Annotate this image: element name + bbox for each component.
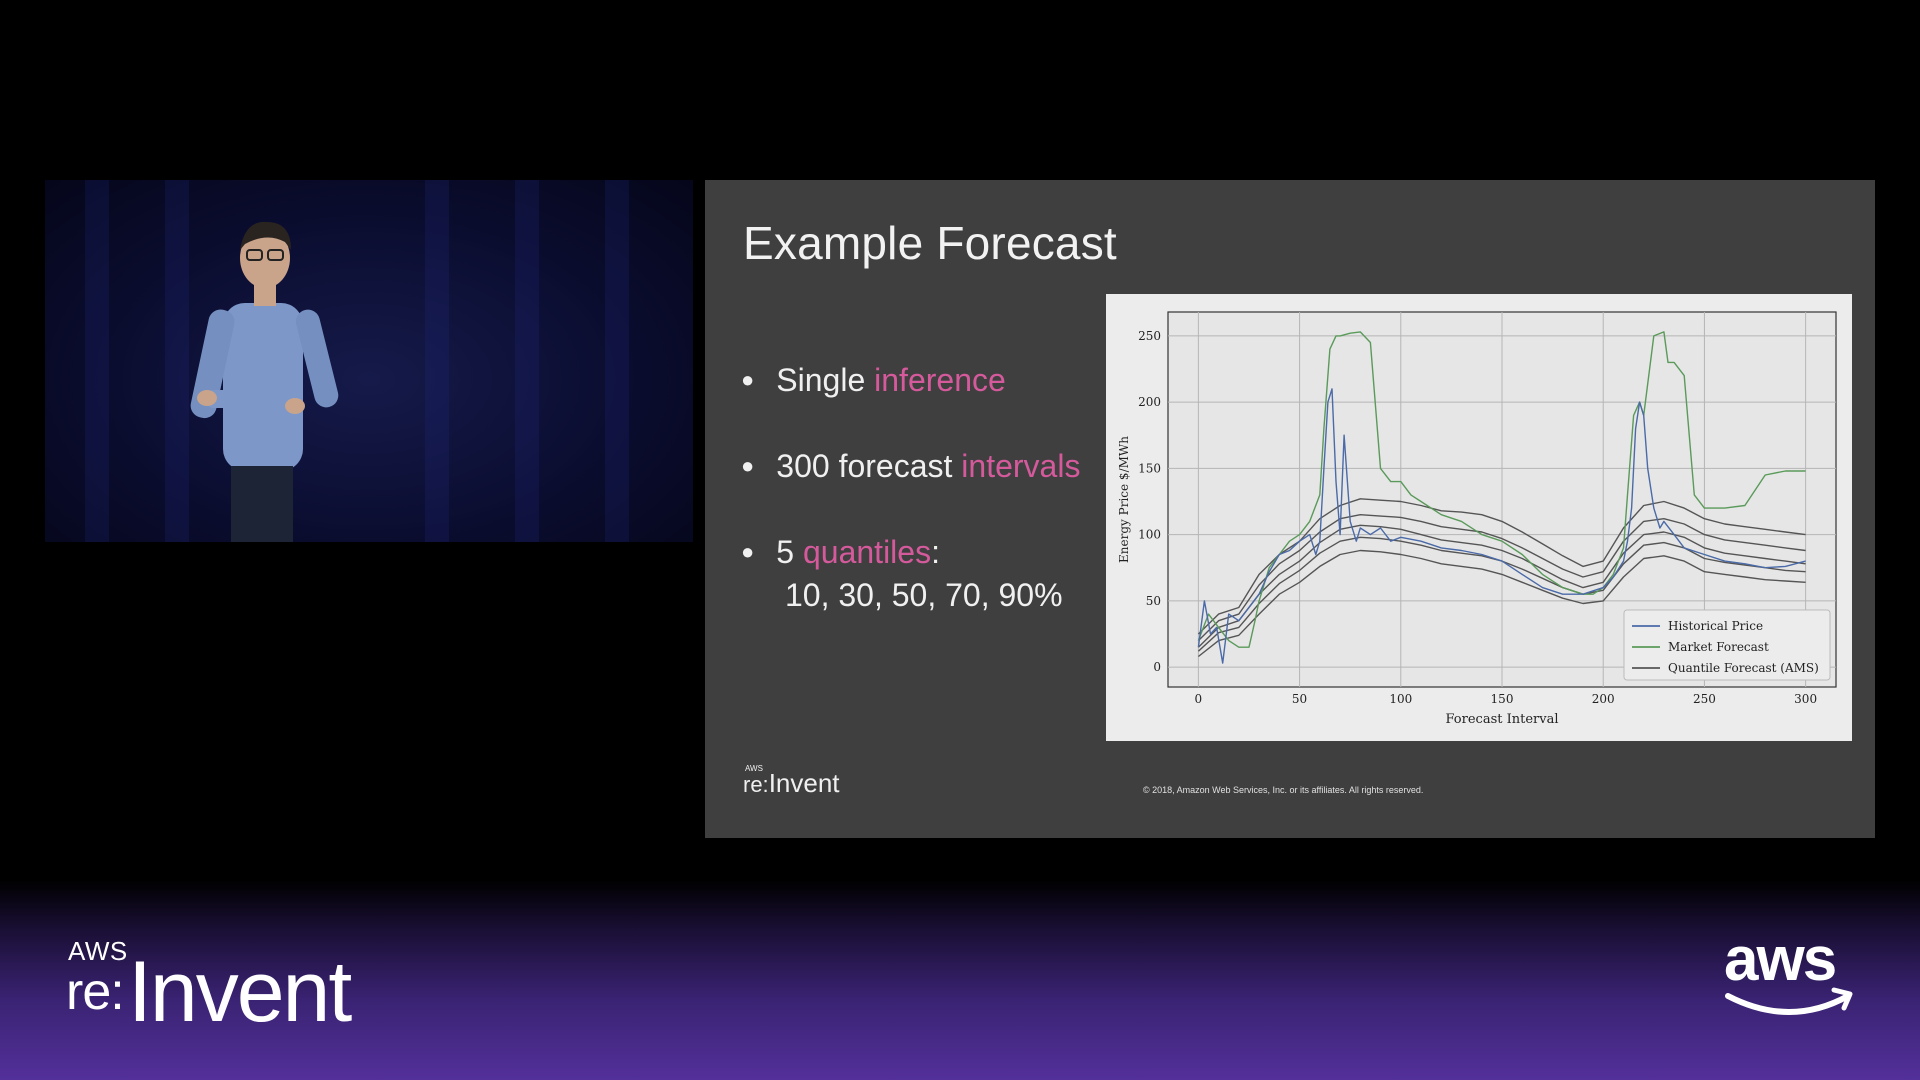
series-line-quantile-70 xyxy=(1197,513,1806,642)
aws-logo-text: aws xyxy=(1724,925,1837,994)
x-tick-label: 150 xyxy=(1491,692,1514,706)
slide-reinvent-logo: AWS re:Invent xyxy=(743,764,840,799)
bullet-dot: ● xyxy=(741,453,755,478)
x-tick-label: 100 xyxy=(1389,692,1412,706)
slide-title: Example Forecast xyxy=(743,217,1117,269)
chart-svg: 0 50 100 150 200 250 300 0 50 100 150 200 250 Foreca… xyxy=(1117,311,1837,727)
x-tick-label: 300 xyxy=(1794,692,1817,706)
series-line-quantile-50 xyxy=(1197,524,1806,648)
bullet-text: 300 forecast xyxy=(776,448,962,484)
speaker-video-panel xyxy=(45,180,693,542)
legend-label-market: Market Forecast xyxy=(1668,640,1769,654)
logo-invent-text: Invent xyxy=(128,944,352,1040)
event-banner xyxy=(0,880,1920,1080)
bullet-dot: ● xyxy=(741,539,755,564)
copyright-notice: © 2018, Amazon Web Services, Inc. or its… xyxy=(1143,785,1424,795)
y-tick-label: 100 xyxy=(1138,528,1161,542)
y-tick-label: 0 xyxy=(1153,660,1161,674)
bullet-text: 5 xyxy=(776,534,803,570)
bullet-intervals: ● 300 forecast intervals xyxy=(741,448,1080,485)
x-tick-label: 250 xyxy=(1693,692,1716,706)
x-tick-label: 0 xyxy=(1195,692,1203,706)
bullet-suffix: : xyxy=(931,534,940,570)
legend-label-quantile: Quantile Forecast (AMS) xyxy=(1668,661,1819,675)
chart-legend: Historical Price Market Forecast Quantil… xyxy=(1623,609,1831,681)
bullet-quantiles: ● 5 quantiles: xyxy=(741,534,940,571)
x-tick-label: 200 xyxy=(1592,692,1615,706)
logo-invent-text: Invent xyxy=(768,768,840,798)
x-tick-label: 50 xyxy=(1292,692,1307,706)
bullet-dot: ● xyxy=(741,367,755,392)
bullet-quantiles-values: 10, 30, 50, 70, 90% xyxy=(785,577,1063,613)
bullet-highlight: quantiles xyxy=(802,534,932,570)
logo-re-text: re: xyxy=(743,772,769,797)
series-line-quantile-10 xyxy=(1197,549,1806,658)
y-tick-label: 200 xyxy=(1138,395,1161,409)
bullet-inference: ● Single inference xyxy=(741,362,1006,399)
bullet-text: Single xyxy=(776,362,875,398)
y-axis-label: Energy Price $/MWh xyxy=(1117,436,1131,563)
series-line-historical-price xyxy=(1197,388,1806,664)
y-tick-label: 250 xyxy=(1138,329,1161,343)
logo-re-text: re: xyxy=(66,963,125,1021)
speaker-figure xyxy=(190,221,339,542)
legend-label-historical: Historical Price xyxy=(1668,619,1763,633)
aws-smile-icon xyxy=(1725,987,1853,1015)
forecast-chart: 0 50 100 150 200 250 300 0 50 100 150 200 250 Foreca… xyxy=(1106,294,1852,741)
aws-logo: aws xyxy=(1720,925,1860,1020)
y-tick-label: 150 xyxy=(1138,461,1161,475)
presentation-slide: Example Forecast ● Single inference ● 300 … xyxy=(705,180,1875,838)
legend-box xyxy=(1623,609,1831,681)
y-tick-label: 50 xyxy=(1146,594,1161,608)
bullet-highlight: inference xyxy=(874,362,1006,398)
x-axis-label: Forecast Interval xyxy=(1446,712,1559,727)
logo-aws-text: AWS xyxy=(68,936,128,966)
logo-aws-text: AWS xyxy=(745,764,763,773)
bullet-highlight: intervals xyxy=(961,448,1081,484)
